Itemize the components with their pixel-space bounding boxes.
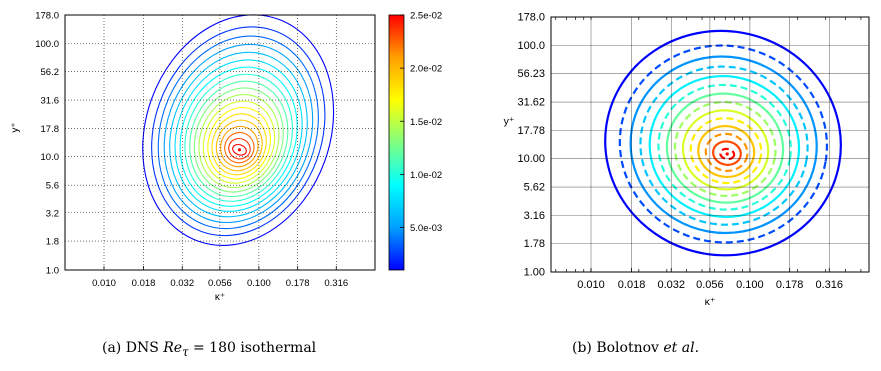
y-tick-label: 1.0 (46, 266, 59, 277)
contour-line (189, 80, 289, 198)
y-tick-label: 5.62 (524, 182, 545, 194)
y-tick-label: 100.0 (517, 40, 545, 52)
contour-line (151, 26, 326, 237)
contour-line (169, 51, 308, 218)
contour-line (157, 35, 319, 230)
peak-marker (237, 148, 242, 152)
y-tick-label: 31.62 (517, 97, 545, 109)
plot-frame (64, 14, 376, 271)
contour-line (220, 125, 259, 168)
contour-line (629, 55, 818, 235)
x-tick-label: 0.010 (92, 278, 116, 289)
colorbar-tick-label: 2.0e-02 (410, 64, 442, 75)
colorbar-tick-label: 5.0e-03 (410, 223, 442, 234)
x-tick-label: 0.100 (736, 279, 764, 291)
contour-line (184, 73, 293, 202)
contour-line (712, 140, 742, 166)
y-tick-label: 178.0 (35, 11, 59, 22)
contour-line (665, 92, 785, 204)
contour-line (681, 109, 770, 191)
contour-line (719, 147, 736, 161)
x-axis-label: κ⁺ (705, 296, 716, 308)
contour-line (673, 100, 777, 197)
contour-line (179, 66, 298, 207)
y-tick-label: 56.2 (41, 67, 60, 78)
caption-a-prefix: (a) DNS (102, 340, 164, 356)
caption-a-sub: τ (182, 344, 189, 359)
y-tick-label: 1.78 (524, 238, 545, 250)
y-tick-label: 3.16 (524, 210, 545, 222)
y-axis-label: y⁺ (10, 122, 21, 132)
contour-line (689, 117, 763, 185)
contour-line (648, 74, 801, 219)
y-tick-label: 100.0 (35, 39, 59, 50)
y-tick-label: 17.8 (41, 124, 60, 135)
colorbar-tick-label: 1.0e-02 (410, 170, 442, 181)
colorbar (388, 14, 405, 271)
contour-line (232, 143, 247, 156)
caption-a-re: Re (163, 340, 183, 356)
x-tick-label: 0.032 (657, 279, 685, 291)
contour-line (639, 65, 809, 226)
caption-b: (b) Bolotnov et al. (572, 340, 699, 356)
caption-a-suffix: = 180 isothermal (188, 340, 317, 356)
y-tick-label: 178.0 (517, 12, 545, 24)
contour-line (704, 132, 749, 172)
figure-svg: 0.010 0.018 0.032 0.056 0.100 0.178 0.316 1.0 1.… (10, 11, 870, 308)
y-tick-label: 3.2 (46, 208, 59, 219)
y-tick-label: 1.8 (46, 237, 59, 248)
x-tick-label: 0.316 (324, 278, 348, 289)
x-tick-label: 0.010 (577, 279, 605, 291)
x-tick-label: 0.178 (286, 278, 310, 289)
contour-line (604, 29, 842, 257)
y-axis-label: y⁺ (504, 116, 515, 128)
contour-line (163, 43, 314, 224)
caption-b-etal: et al. (663, 340, 700, 356)
contour-line (215, 119, 263, 172)
contour-line (211, 113, 267, 176)
contour-line (228, 137, 251, 160)
y-tick-label: 17.78 (517, 125, 545, 137)
caption-a: (a) DNS Reτ = 180 isothermal (102, 340, 316, 359)
x-tick-label: 0.100 (247, 278, 271, 289)
contour-line (202, 100, 276, 184)
y-tick-label: 10.00 (517, 153, 545, 165)
y-tick-label: 31.6 (41, 96, 60, 107)
y-tick-label: 56.23 (517, 68, 545, 80)
x-tick-label: 0.018 (618, 279, 646, 291)
contour-line (618, 44, 829, 244)
caption-b-prefix: (b) Bolotnov (572, 340, 664, 356)
x-tick-label: 0.032 (170, 278, 194, 289)
x-tick-label: 0.316 (816, 279, 844, 291)
contour-line (198, 94, 280, 189)
colorbar-tick-label: 1.5e-02 (410, 117, 442, 128)
colorbar-tick-label: 2.5e-02 (410, 11, 442, 22)
contour-line (224, 131, 255, 164)
contour-line (207, 107, 271, 180)
y-tick-label: 5.6 (46, 181, 59, 192)
contour-line (193, 87, 284, 193)
peak-marker (725, 152, 729, 156)
plot-frame (550, 16, 870, 273)
y-tick-label: 10.0 (41, 152, 60, 163)
contour-line (657, 83, 792, 211)
x-tick-label: 0.056 (696, 279, 724, 291)
x-tick-label: 0.178 (776, 279, 804, 291)
contour-line (697, 125, 756, 178)
y-tick-label: 1.00 (524, 267, 545, 279)
x-tick-label: 0.056 (208, 278, 232, 289)
x-tick-label: 0.018 (132, 278, 156, 289)
chart-panel-b: 0.010 0.018 0.032 0.056 0.100 0.178 0.316 1.00 1… (504, 12, 870, 308)
x-axis-label: κ⁺ (215, 292, 225, 303)
chart-panel-a: 0.010 0.018 0.032 0.056 0.100 0.178 0.316 1.0 1.… (10, 11, 442, 304)
